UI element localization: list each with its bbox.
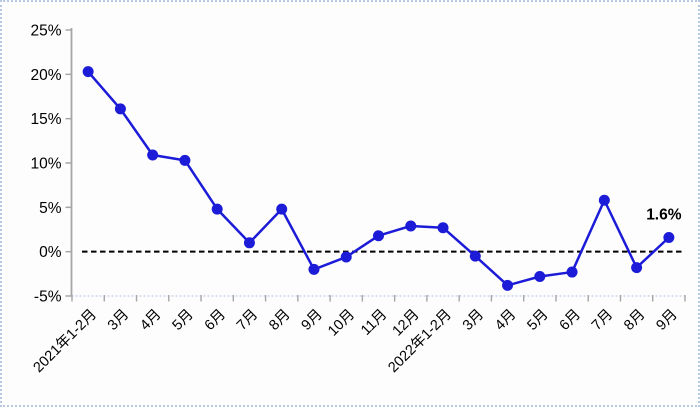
- data-point-marker: [276, 203, 288, 215]
- y-tick-label: 15%: [30, 111, 61, 128]
- x-tick-label: 6月: [202, 307, 229, 334]
- data-point-marker: [308, 263, 320, 275]
- x-tick-label: 9月: [299, 307, 326, 334]
- x-tick-label: 7月: [234, 307, 261, 334]
- x-tick-label: 5月: [169, 307, 196, 334]
- data-point-marker: [502, 279, 514, 291]
- x-tick-label: 4月: [137, 307, 164, 334]
- data-point-marker: [631, 262, 643, 274]
- data-point-marker: [211, 203, 223, 215]
- data-point-marker: [566, 266, 578, 278]
- data-point-marker: [405, 220, 417, 232]
- x-tick-label: 9月: [653, 307, 680, 334]
- y-tick-label: 25%: [30, 23, 61, 40]
- data-point-marker: [373, 230, 384, 242]
- x-tick-label: 10月: [325, 307, 358, 340]
- series-line: [86, 70, 671, 287]
- data-point-marker: [340, 251, 352, 263]
- y-tick-label: 0%: [39, 244, 62, 261]
- x-tick-label: 6月: [557, 307, 584, 334]
- data-point-marker: [82, 66, 94, 78]
- x-tick-label: 3月: [460, 307, 487, 334]
- y-tick-label: 20%: [30, 67, 61, 84]
- data-point-marker: [179, 154, 191, 166]
- y-tick-label: -5%: [34, 289, 62, 306]
- data-point-marker: [469, 250, 481, 262]
- x-tick-label: 8月: [621, 307, 648, 334]
- annotation-label: 1.6%: [646, 206, 682, 223]
- x-tick-label: 2021年1-2月: [30, 306, 100, 376]
- data-point-marker: [437, 222, 449, 234]
- data-point-marker: [243, 237, 255, 249]
- x-tick-label: 5月: [524, 307, 551, 334]
- data-point-marker: [598, 194, 610, 206]
- y-tick-label: 10%: [30, 156, 61, 173]
- data-point-marker: [147, 149, 159, 161]
- x-tick-label: 11月: [358, 307, 390, 339]
- data-point-marker: [663, 231, 675, 243]
- data-point-marker: [534, 270, 546, 282]
- x-tick-label: 8月: [266, 307, 293, 334]
- y-tick-label: 5%: [39, 200, 62, 217]
- data-point-marker: [114, 103, 126, 115]
- x-tick-label: 4月: [492, 307, 519, 334]
- x-tick-label: 7月: [589, 307, 616, 334]
- x-tick-label: 3月: [105, 307, 132, 334]
